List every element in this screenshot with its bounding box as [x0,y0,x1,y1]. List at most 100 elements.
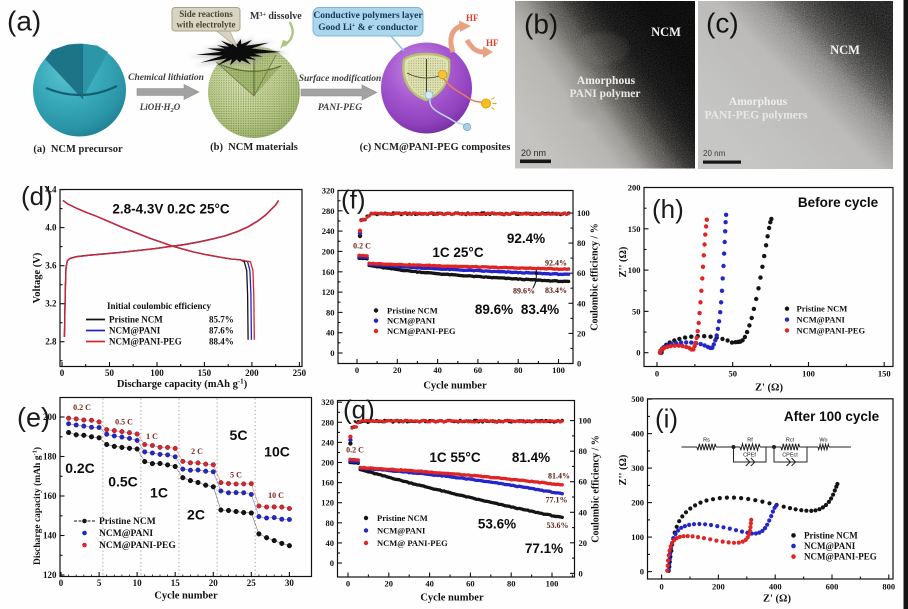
svg-text:PANI-PEG: PANI-PEG [318,103,362,113]
svg-text:Pristine NCM: Pristine NCM [377,513,428,523]
svg-text:Pristine NCM: Pristine NCM [797,304,848,314]
svg-text:Pristine NCM: Pristine NCM [387,306,438,316]
svg-text:150: 150 [878,369,891,379]
svg-text:Discharge capacity (mAh g-1): Discharge capacity (mAh g-1) [32,447,44,565]
svg-text:Z' (Ω): Z' (Ω) [763,594,791,605]
svg-text:240: 240 [322,226,335,236]
svg-text:60: 60 [474,365,483,375]
svg-text:NCM@PANI-PEG: NCM@PANI-PEG [99,541,176,551]
svg-text:100: 100 [628,265,641,275]
svg-text:300: 300 [631,463,644,473]
svg-text:Cycle number: Cycle number [423,381,487,392]
svg-text:3.6: 3.6 [45,261,57,271]
svg-text:(h): (h) [652,194,684,224]
svg-text:NCM@PANI-PEG: NCM@PANI-PEG [387,326,456,336]
svg-text:150: 150 [628,224,641,234]
svg-text:NCM@PANI: NCM@PANI [377,526,426,536]
svg-text:(b): (b) [524,9,558,40]
svg-text:53.6%: 53.6% [547,521,569,530]
svg-text:M3+ dissolve: M3+ dissolve [250,11,302,22]
svg-text:0.2C: 0.2C [65,460,95,476]
svg-text:Wo: Wo [819,438,827,444]
svg-text:0: 0 [330,348,334,358]
svg-text:CPEct: CPEct [782,453,798,459]
svg-text:Chemical lithiation: Chemical lithiation [128,73,204,83]
svg-text:0: 0 [579,568,583,578]
svg-text:Pristine NCM: Pristine NCM [99,517,156,527]
svg-text:Z' (Ω): Z' (Ω) [755,383,783,394]
svg-text:(d): (d) [21,181,53,211]
svg-text:Good Li+ & e- conductor: Good Li+ & e- conductor [318,23,418,33]
svg-text:20: 20 [385,579,394,589]
svg-text:NCM: NCM [830,43,860,57]
svg-text:0.5C: 0.5C [108,474,138,490]
svg-text:100: 100 [631,532,644,542]
svg-text:(c): (c) [706,8,739,39]
svg-text:Coulombic efficiency / %: Coulombic efficiency / % [591,435,602,542]
svg-text:Voltage (V): Voltage (V) [32,252,43,303]
svg-text:280: 280 [321,417,334,427]
svg-text:After 100 cycle: After 100 cycle [784,409,880,424]
svg-text:0: 0 [636,348,640,358]
svg-text:Coulombic efficiency / %: Coulombic efficiency / % [590,223,601,330]
svg-text:Pristine NCM: Pristine NCM [804,530,858,540]
svg-text:Initial coulombic efficiency: Initial coulombic efficiency [107,301,211,311]
svg-text:0.2 C: 0.2 C [353,242,371,251]
svg-text:120: 120 [321,498,334,508]
svg-text:77.1%: 77.1% [525,541,563,556]
svg-text:0.2 C: 0.2 C [346,446,364,455]
svg-text:1C 55°C: 1C 55°C [429,450,480,465]
svg-text:30: 30 [285,578,295,588]
svg-text:HF: HF [486,38,499,48]
svg-text:Before cycle: Before cycle [798,195,879,210]
svg-text:LiOH·H2O: LiOH·H2O [139,102,181,114]
svg-text:1 C: 1 C [146,432,158,441]
svg-text:100: 100 [150,368,164,378]
svg-text:0: 0 [355,365,359,375]
svg-text:5C: 5C [230,427,248,443]
svg-text:20: 20 [393,365,402,375]
svg-text:160: 160 [322,267,335,277]
svg-text:80: 80 [577,238,586,248]
svg-text:Rf: Rf [747,438,753,444]
svg-text:60: 60 [579,477,588,487]
svg-text:2C: 2C [187,507,205,523]
svg-text:2.8-4.3V 0.2C 25°C: 2.8-4.3V 0.2C 25°C [112,202,229,217]
svg-text:0.5 C: 0.5 C [115,418,133,427]
svg-text:(a) NCM precursor: (a) NCM precursor [33,144,123,155]
svg-text:89.6%: 89.6% [513,287,535,296]
svg-text:800: 800 [882,582,895,592]
svg-text:400: 400 [769,582,782,592]
svg-text:NCM@PANI: NCM@PANI [797,315,846,325]
svg-text:240: 240 [321,437,334,447]
svg-text:80: 80 [326,518,335,528]
svg-text:40: 40 [425,579,434,589]
svg-text:10C: 10C [264,444,290,460]
svg-text:5: 5 [97,578,102,588]
svg-text:5 C: 5 C [230,471,242,480]
svg-text:Amorphous: Amorphous [729,96,788,108]
svg-text:81.4%: 81.4% [548,472,570,481]
svg-text:0: 0 [346,579,350,589]
svg-text:40: 40 [326,328,335,338]
svg-text:20: 20 [577,328,586,338]
svg-text:89.6%: 89.6% [475,302,513,317]
svg-text:2.8: 2.8 [45,337,57,347]
svg-text:83.4%: 83.4% [521,302,559,317]
svg-text:CPEf: CPEf [743,453,756,459]
svg-text:1C: 1C [150,485,168,501]
svg-text:200: 200 [43,412,57,422]
svg-text:200: 200 [322,246,335,256]
svg-text:0: 0 [655,369,659,379]
svg-text:40: 40 [433,365,442,375]
svg-text:NCM@ PANI-PEG: NCM@ PANI-PEG [377,538,448,548]
svg-text:40: 40 [577,298,586,308]
svg-text:50: 50 [632,306,641,316]
svg-text:NCM@PANI: NCM@PANI [804,541,856,551]
svg-text:85.7%: 85.7% [209,315,234,325]
svg-text:250: 250 [293,368,307,378]
svg-text:NCM@PANI-PEG: NCM@PANI-PEG [109,337,182,347]
svg-text:100: 100 [579,416,592,426]
svg-text:(i): (i) [655,404,678,434]
svg-text:20 nm: 20 nm [703,149,726,158]
